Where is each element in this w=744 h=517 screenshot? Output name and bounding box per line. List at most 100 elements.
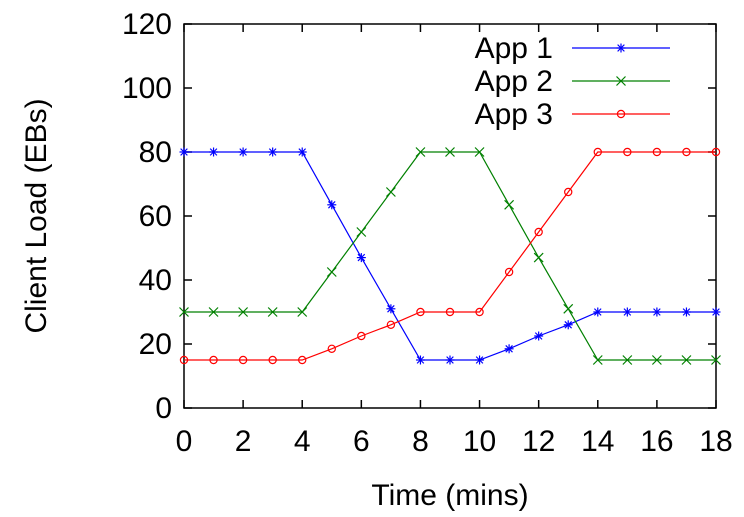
x-tick-label: 10: [463, 425, 496, 458]
point-marker: [238, 355, 248, 365]
point-marker: [564, 321, 573, 329]
point-marker: [180, 148, 188, 156]
x-tick-label: 18: [699, 425, 732, 458]
point-marker: [652, 147, 662, 157]
point-marker: [387, 305, 395, 313]
y-tick-label: 80: [139, 136, 172, 169]
data-point: [327, 344, 336, 353]
point-marker: [267, 307, 278, 317]
point-marker: [617, 44, 625, 52]
x-tick-label: 0: [176, 425, 193, 458]
data-point: [326, 267, 337, 277]
point-marker: [385, 187, 396, 197]
legend-entry: App 2: [475, 65, 670, 98]
point-marker: [179, 355, 189, 365]
point-marker: [592, 355, 603, 365]
y-tick-label: 120: [122, 8, 172, 41]
data-point: [711, 355, 721, 365]
point-marker: [326, 267, 337, 277]
y-axis-title: Client Load (EBs): [20, 98, 53, 333]
y-tick-label: 0: [155, 392, 172, 425]
data-point: [616, 109, 626, 119]
data-point: [298, 355, 307, 365]
data-point: [711, 307, 721, 317]
point-marker: [239, 148, 247, 156]
data-point: [208, 307, 219, 317]
point-marker: [504, 267, 514, 277]
data-point: [563, 320, 573, 330]
point-marker: [298, 148, 307, 156]
point-marker: [416, 356, 425, 364]
data-point: [356, 253, 366, 263]
data-point: [327, 200, 337, 210]
data-point: [385, 187, 396, 197]
series-app-2: [179, 147, 721, 365]
series-layer: [179, 147, 721, 365]
point-marker: [534, 332, 543, 340]
data-point: [534, 331, 544, 341]
y-tick-label: 60: [139, 200, 172, 233]
data-point: [593, 307, 603, 317]
data-point: [623, 147, 632, 157]
data-point: [616, 76, 626, 86]
point-marker: [711, 355, 721, 365]
data-point: [622, 307, 632, 317]
data-point: [474, 147, 485, 157]
series-line: [184, 151, 716, 361]
data-point: [179, 355, 189, 365]
legend-label: App 1: [475, 32, 553, 65]
data-point: [445, 147, 455, 157]
point-marker: [475, 307, 484, 317]
data-point: [592, 355, 603, 365]
data-point: [238, 355, 248, 365]
data-point: [593, 147, 602, 157]
point-marker: [563, 303, 574, 314]
point-marker: [616, 76, 626, 86]
y-tick-label: 20: [139, 328, 172, 361]
point-marker: [298, 355, 307, 365]
point-marker: [623, 308, 632, 316]
point-marker: [268, 355, 277, 365]
point-marker: [445, 307, 455, 317]
point-marker: [623, 147, 632, 157]
data-point: [504, 344, 514, 354]
point-marker: [415, 147, 426, 157]
legend-label: App 2: [475, 65, 553, 98]
point-marker: [268, 148, 277, 156]
data-point: [681, 355, 692, 365]
data-point: [652, 147, 662, 157]
point-marker: [682, 147, 691, 157]
data-point: [238, 307, 249, 317]
data-point: [268, 355, 277, 365]
data-point: [475, 307, 484, 317]
data-point: [297, 147, 307, 157]
data-point: [209, 355, 218, 365]
data-point: [415, 355, 425, 365]
axis-ticks: 0 20 40 60 80 100 120 0 2 4 6 8 10 12 14 16 18: [122, 8, 733, 458]
data-point: [415, 147, 426, 157]
point-marker: [505, 345, 513, 353]
data-point: [682, 147, 691, 157]
data-point: [504, 267, 514, 277]
series-line: [184, 151, 716, 361]
data-point: [267, 307, 278, 317]
point-marker: [208, 307, 219, 317]
data-point: [386, 304, 396, 314]
data-point: [681, 307, 691, 317]
legend-label: App 3: [475, 98, 553, 131]
data-point: [616, 43, 626, 53]
data-point: [386, 320, 396, 329]
point-marker: [564, 187, 573, 197]
data-point: [445, 355, 455, 365]
point-marker: [712, 308, 720, 316]
x-tick-label: 2: [235, 425, 252, 458]
series-line: [184, 151, 716, 361]
point-marker: [179, 307, 189, 317]
data-point: [357, 331, 366, 341]
point-marker: [446, 356, 454, 364]
data-point: [564, 187, 573, 197]
legend-entry: App 3: [475, 98, 670, 131]
point-marker: [327, 344, 336, 353]
point-marker: [681, 355, 692, 365]
point-marker: [356, 227, 367, 237]
